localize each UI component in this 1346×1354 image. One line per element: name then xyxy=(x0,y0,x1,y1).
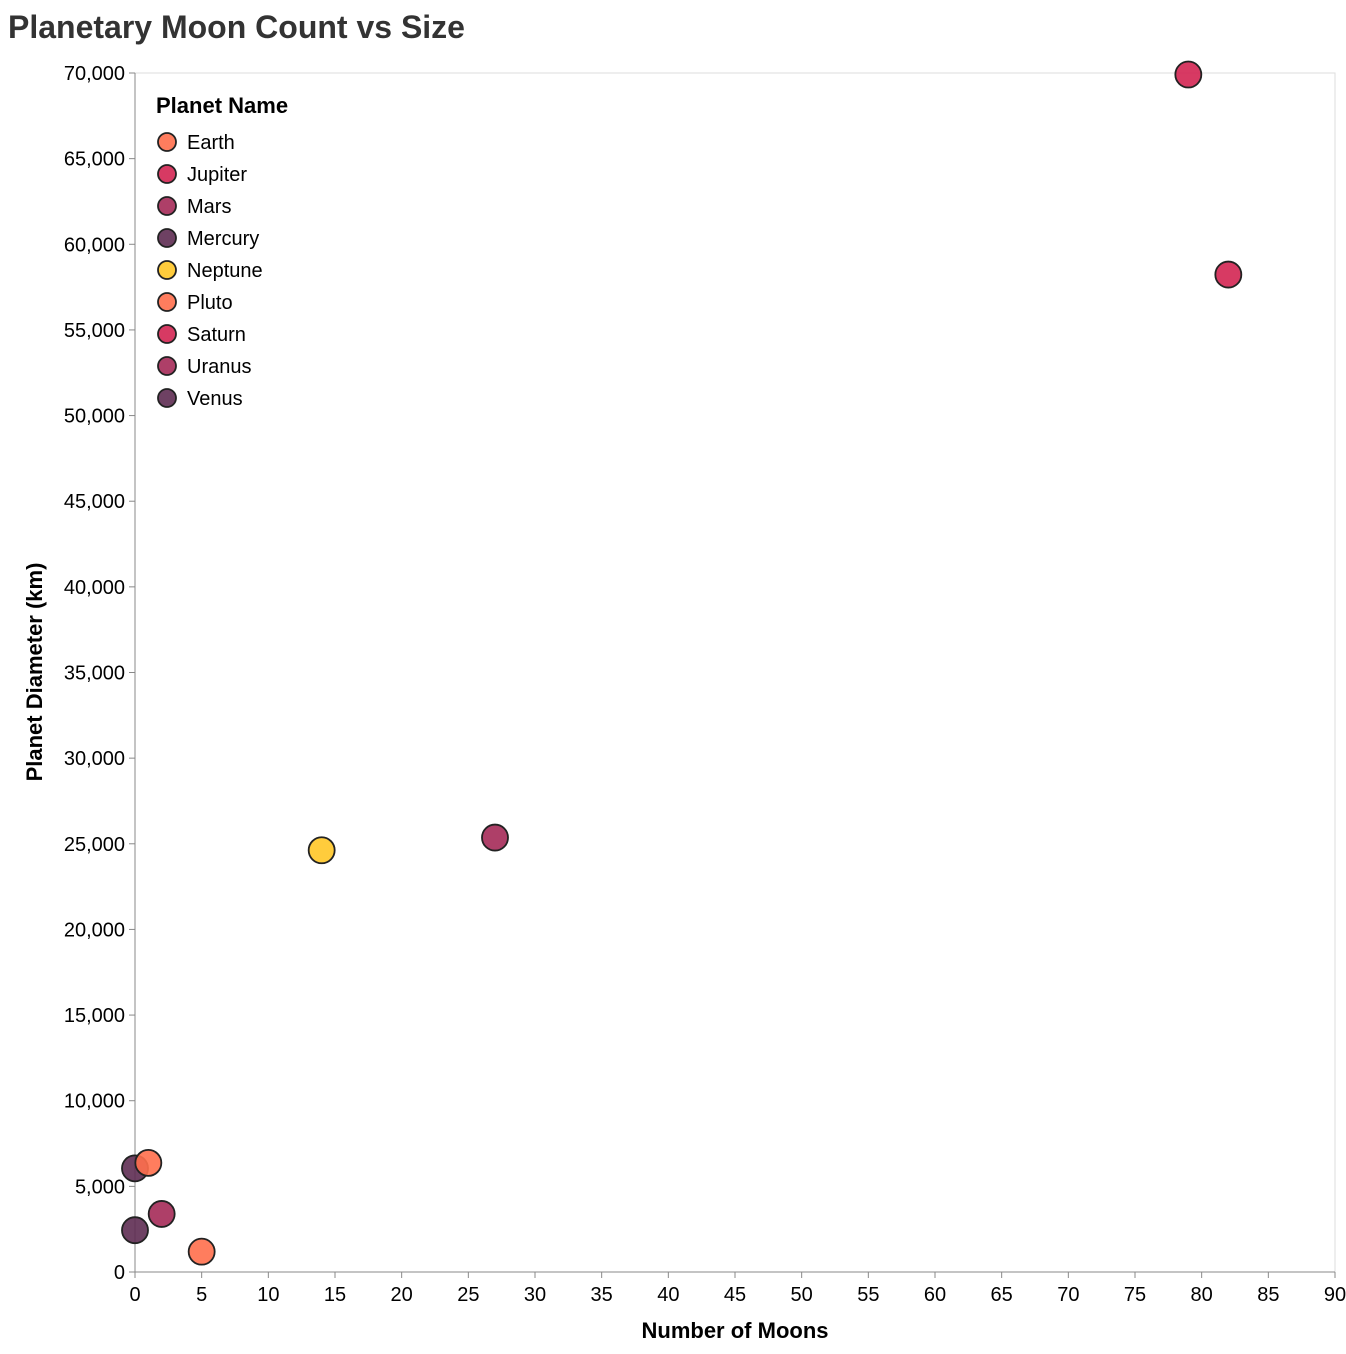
x-tick-label: 20 xyxy=(391,1284,413,1306)
y-tick-label: 30,000 xyxy=(64,748,125,770)
x-tick-label: 80 xyxy=(1191,1284,1213,1306)
y-axis: 0 5,000 10,000 15,000 20,000 25,000 30,000 35,0… xyxy=(64,63,136,1284)
legend-symbol-icon xyxy=(157,292,177,312)
legend-item-mars: Mars xyxy=(157,196,231,218)
x-tick-label: 30 xyxy=(524,1284,546,1306)
x-axis: 0 5 10 15 20 25 30 35 40 45 50 55 60 65 70 75 80 85 90 xyxy=(129,1271,1346,1306)
chart-title: Planetary Moon Count vs Size xyxy=(8,9,465,45)
legend-item-neptune: Neptune xyxy=(157,260,263,282)
x-tick-label: 45 xyxy=(724,1284,746,1306)
legend-item-earth: Earth xyxy=(157,132,235,154)
y-tick-label: 20,000 xyxy=(64,919,125,941)
legend-symbol-icon xyxy=(157,228,177,248)
legend-symbol-icon xyxy=(157,196,177,216)
x-tick-label: 65 xyxy=(991,1284,1013,1306)
data-point-saturn: Saturn xyxy=(1214,260,1243,289)
x-axis-title: Number of Moons xyxy=(642,1318,829,1343)
y-tick-label: 70,000 xyxy=(64,63,125,85)
legend-item-saturn: Saturn xyxy=(157,324,246,346)
legend-symbol-icon xyxy=(157,324,177,344)
y-tick-label: 15,000 xyxy=(64,1005,125,1027)
data-point-neptune: Neptune xyxy=(307,836,336,865)
legend-label: Jupiter xyxy=(187,164,247,186)
legend-item-mercury: Mercury xyxy=(157,228,259,250)
y-axis-title: Planet Diameter (km) xyxy=(22,563,47,782)
legend-label: Mercury xyxy=(187,228,259,250)
data-point-mars: Mars xyxy=(147,1200,176,1228)
x-tick-label: 35 xyxy=(591,1284,613,1306)
x-tick-label: 10 xyxy=(257,1284,279,1306)
data-point-earth: Earth xyxy=(134,1148,163,1177)
legend-entries: Earth Jupiter Mars Mercury Neptune Pluto Satur… xyxy=(157,132,263,410)
data-point-pluto: Pluto xyxy=(187,1237,216,1266)
legend-label: Saturn xyxy=(187,324,246,346)
legend-symbol-icon xyxy=(157,260,177,280)
legend-label: Neptune xyxy=(187,260,263,282)
plot-frame xyxy=(134,72,1336,1273)
legend-item-pluto: Pluto xyxy=(157,292,233,314)
y-tick-label: 25,000 xyxy=(64,834,125,856)
legend-label: Pluto xyxy=(187,292,233,314)
legend-item-venus: Venus xyxy=(157,388,243,410)
y-tick-label: 50,000 xyxy=(64,406,125,428)
x-tick-label: 0 xyxy=(129,1284,140,1306)
data-points: Mercury Venus Earth Mars Jupiter Saturn Uranus… xyxy=(121,60,1243,1266)
y-tick-label: 65,000 xyxy=(64,149,125,171)
x-tick-label: 15 xyxy=(324,1284,346,1306)
y-tick-label: 55,000 xyxy=(64,320,125,342)
y-tick-label: 0 xyxy=(114,1262,125,1284)
legend: Planet Name Earth Jupiter Mars Mercury Neptu… xyxy=(156,93,288,410)
x-tick-label: 50 xyxy=(791,1284,813,1306)
legend-label: Earth xyxy=(187,132,235,154)
legend-title: Planet Name xyxy=(156,93,288,118)
y-tick-label: 10,000 xyxy=(64,1091,125,1113)
x-tick-label: 25 xyxy=(457,1284,479,1306)
legend-label: Mars xyxy=(187,196,231,218)
legend-symbol-icon xyxy=(157,356,177,376)
x-tick-label: 60 xyxy=(924,1284,946,1306)
y-tick-label: 40,000 xyxy=(64,577,125,599)
data-point-jupiter: Jupiter xyxy=(1174,60,1203,89)
y-tick-label: 45,000 xyxy=(64,491,125,513)
x-tick-label: 75 xyxy=(1124,1284,1146,1306)
x-tick-label: 5 xyxy=(196,1284,207,1306)
y-tick-label: 5,000 xyxy=(75,1176,125,1198)
data-point-uranus: Uranus xyxy=(481,823,509,852)
x-tick-label: 90 xyxy=(1324,1284,1346,1306)
plot-border xyxy=(134,72,1336,1273)
legend-label: Uranus xyxy=(187,356,251,378)
x-tick-label: 55 xyxy=(857,1284,879,1306)
legend-symbol-icon xyxy=(157,164,177,184)
legend-symbol-icon xyxy=(157,388,177,408)
y-tick-label: 60,000 xyxy=(64,234,125,256)
data-point-mercury: Mercury xyxy=(121,1216,149,1245)
legend-label: Venus xyxy=(187,388,243,410)
legend-symbol-icon xyxy=(157,132,177,152)
y-tick-label: 35,000 xyxy=(64,663,125,685)
x-tick-label: 40 xyxy=(657,1284,679,1306)
x-tick-label: 85 xyxy=(1257,1284,1279,1306)
legend-item-jupiter: Jupiter xyxy=(157,164,247,186)
legend-item-uranus: Uranus xyxy=(157,356,251,378)
x-tick-label: 70 xyxy=(1057,1284,1079,1306)
